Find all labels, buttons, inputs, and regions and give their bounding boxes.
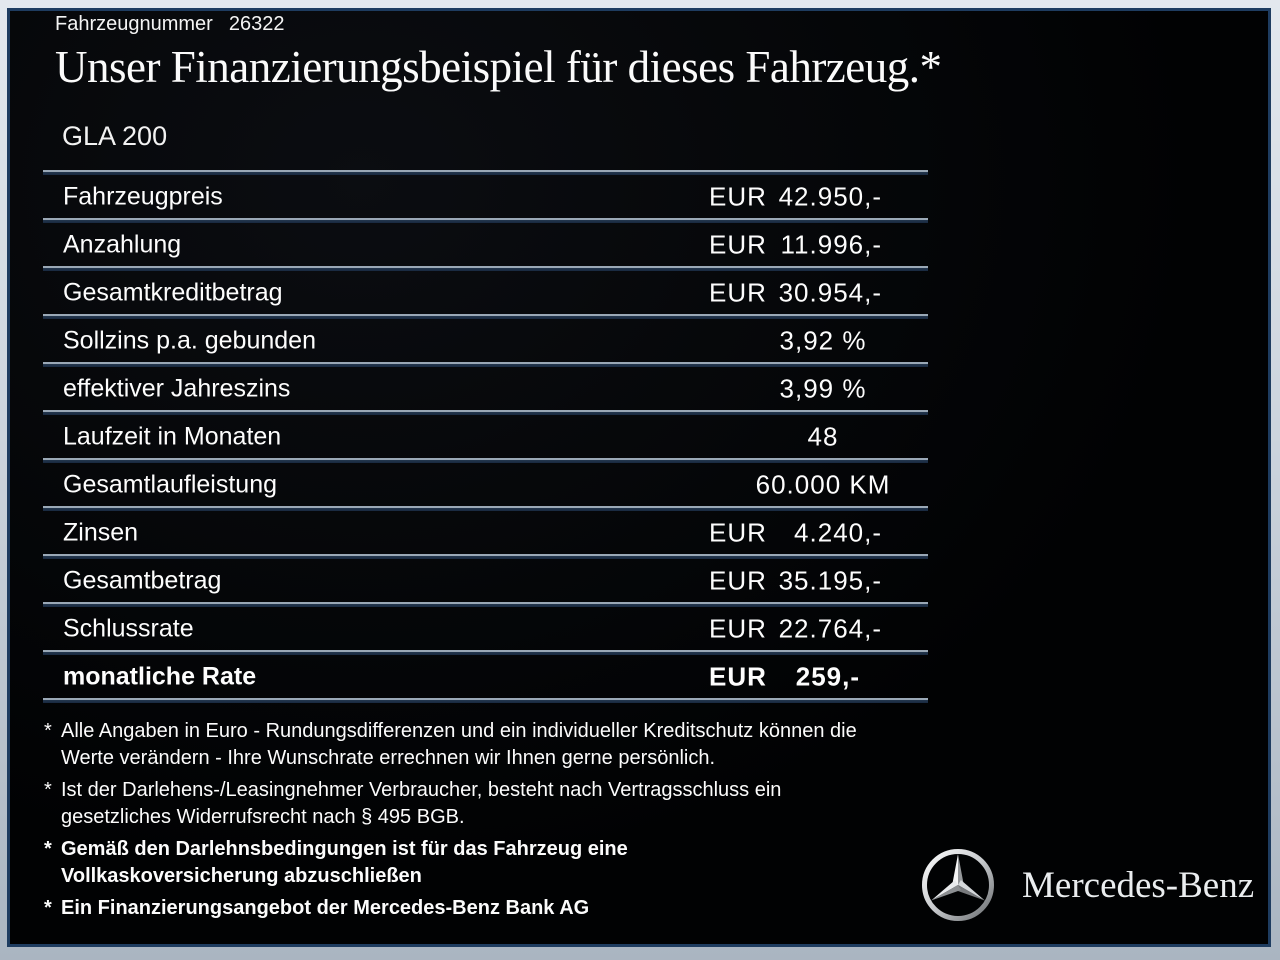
table-divider (43, 554, 928, 559)
row-currency: EUR (709, 181, 767, 211)
footnote: * Ist der Darlehens-/Leasingnehmer Verbr… (44, 777, 949, 831)
table-divider (43, 506, 928, 511)
footnotes: * Alle Angaben in Euro - Rundungsdiffere… (44, 718, 949, 927)
row-value: 11.996,- (780, 229, 882, 259)
table-row: effektiver Jahreszins 3,99 % (43, 367, 928, 410)
row-value: 42.950,- (778, 181, 882, 211)
table-row: Anzahlung EUR 11.996,- (43, 223, 928, 266)
table-divider (43, 650, 928, 655)
footnote: * Gemäß den Darlehnsbedingungen ist für … (44, 836, 949, 890)
table-divider (43, 218, 928, 223)
row-label: Zinsen (63, 518, 139, 546)
table-divider (43, 698, 928, 703)
vehicle-number: Fahrzeugnummer 26322 (55, 13, 284, 36)
table-row: Gesamtkreditbetrag EUR 30.954,- (43, 271, 928, 314)
row-value: 4.240,- (794, 517, 882, 547)
asterisk-marker: * (44, 838, 52, 860)
row-value: 48 (807, 421, 839, 451)
table-divider (43, 314, 928, 319)
row-label: Laufzeit in Monaten (63, 422, 282, 450)
table-row: Fahrzeugpreis EUR 42.950,- (43, 175, 928, 218)
table-divider (43, 170, 928, 175)
row-label: Sollzins p.a. gebunden (63, 326, 316, 354)
row-label: Gesamtkreditbetrag (63, 278, 283, 306)
row-label: Schlussrate (63, 614, 194, 642)
footnote-text: Ein Finanzierungsangebot der Mercedes-Be… (61, 897, 590, 919)
model-name: GLA 200 (62, 121, 168, 151)
table-row: Zinsen EUR 4.240,- (43, 511, 928, 554)
row-label: monatliche Rate (63, 662, 257, 690)
content-panel: Fahrzeugnummer 26322 Unser Finanzierungsb… (7, 8, 1271, 947)
asterisk-marker: * (44, 897, 52, 919)
asterisk-marker: * (44, 720, 52, 742)
table-divider (43, 458, 928, 463)
row-value: 22.764,- (778, 613, 882, 643)
row-label: Fahrzeugpreis (63, 182, 223, 210)
table-divider (43, 602, 928, 607)
footnote-text: Ist der Darlehens-/Leasingnehmer Verbrau… (61, 779, 782, 828)
footnote: * Alle Angaben in Euro - Rundungsdiffere… (44, 718, 949, 772)
row-label: Anzahlung (63, 230, 182, 258)
row-currency: EUR (709, 613, 767, 643)
row-currency: EUR (709, 661, 767, 691)
mercedes-star-icon (916, 843, 1000, 927)
row-currency: EUR (709, 277, 767, 307)
footnote-text: Alle Angaben in Euro - Rundungsdifferenz… (61, 720, 857, 769)
row-label: effektiver Jahreszins (63, 374, 291, 402)
row-label: Gesamtbetrag (63, 566, 222, 594)
row-value: 30.954,- (778, 277, 882, 307)
footnote-text: Gemäß den Darlehnsbedingungen ist für da… (61, 838, 628, 887)
vehicle-number-value: 26322 (228, 13, 285, 35)
asterisk-marker: * (44, 779, 52, 801)
table-row: Gesamtbetrag EUR 35.195,- (43, 559, 928, 602)
table-row: Laufzeit in Monaten 48 (43, 415, 928, 458)
table-row: Gesamtlaufleistung 60.000 KM (43, 463, 928, 506)
table-divider (43, 266, 928, 271)
table-divider (43, 410, 928, 415)
brand-name: Mercedes-Benz (1022, 865, 1255, 906)
row-currency: EUR (709, 229, 767, 259)
row-value: 259,- (795, 661, 860, 691)
row-currency: EUR (709, 565, 767, 595)
row-value: 60.000 KM (755, 469, 891, 499)
table-divider (43, 362, 928, 367)
table-row: Schlussrate EUR 22.764,- (43, 607, 928, 650)
row-currency: EUR (709, 517, 767, 547)
page-title: Unser Finanzierungsbeispiel für dieses F… (55, 42, 942, 92)
footnote: * Ein Finanzierungsangebot der Mercedes-… (44, 895, 949, 922)
finance-table: Fahrzeugpreis EUR 42.950,- Anzahlung EUR… (43, 170, 928, 703)
row-value: 3,92 % (779, 325, 867, 355)
table-row-monthly-rate: monatliche Rate EUR 259,- (43, 655, 928, 698)
row-label: Gesamtlaufleistung (63, 470, 278, 498)
vehicle-number-label: Fahrzeugnummer (55, 13, 213, 35)
row-value: 3,99 % (779, 373, 867, 403)
table-row: Sollzins p.a. gebunden 3,92 % (43, 319, 928, 362)
row-value: 35.195,- (778, 565, 882, 595)
